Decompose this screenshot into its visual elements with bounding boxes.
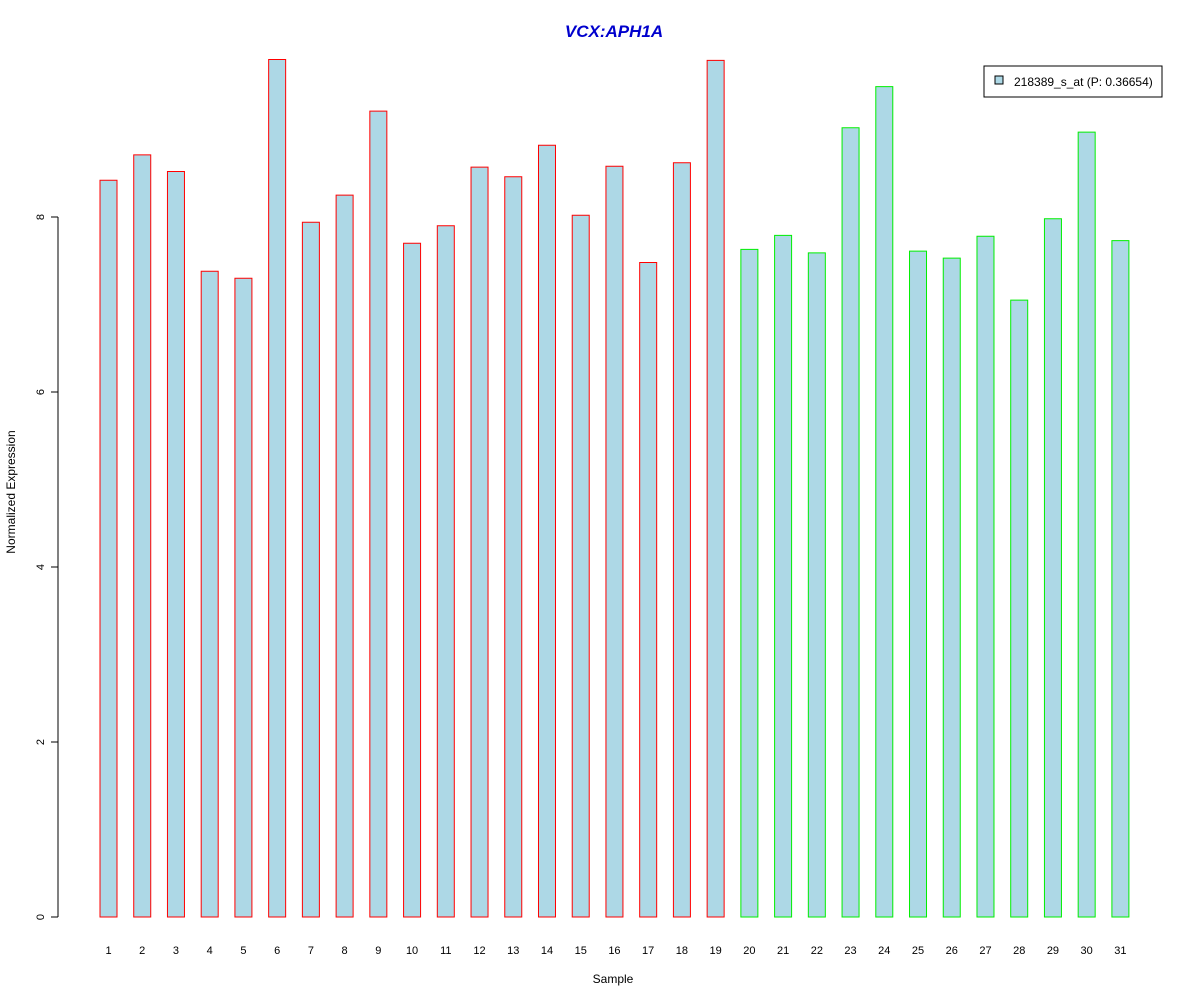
bar [470, 166, 489, 918]
bar [976, 235, 995, 918]
x-tick-label: 28 [1013, 945, 1025, 957]
bar [807, 252, 826, 918]
x-tick-label: 24 [878, 945, 890, 957]
x-tick-label: 31 [1114, 945, 1126, 957]
x-tick-label: 18 [676, 945, 688, 957]
x-tick-label: 29 [1047, 945, 1059, 957]
x-tick-label: 2 [139, 945, 145, 957]
bar [537, 144, 556, 918]
bar [1010, 299, 1029, 918]
bar [740, 248, 759, 918]
bar [1043, 218, 1062, 918]
bar [133, 154, 152, 918]
bar [301, 221, 320, 918]
x-tick-label: 16 [608, 945, 620, 957]
y-tick-label: 2 [35, 739, 47, 745]
bar [403, 242, 422, 918]
legend: 218389_s_at (P: 0.36654) [983, 65, 1163, 98]
bar [99, 179, 118, 918]
bar [504, 176, 523, 918]
bar [436, 225, 455, 918]
bar [942, 257, 961, 918]
bar [706, 59, 725, 918]
x-tick-label: 27 [979, 945, 991, 957]
y-axis: 0 2 4 6 8 [35, 214, 59, 920]
x-tick-label: 30 [1081, 945, 1093, 957]
y-tick-label: 8 [35, 214, 47, 220]
legend-box [983, 65, 1163, 98]
y-axis-label: Normalized Expression [4, 430, 18, 553]
bar [909, 250, 928, 918]
y-tick-label: 0 [35, 914, 47, 920]
bar [841, 127, 860, 918]
bar [605, 165, 624, 918]
bar [774, 234, 793, 918]
x-tick-label: 26 [946, 945, 958, 957]
x-tick-label: 20 [743, 945, 755, 957]
x-tick-label: 17 [642, 945, 654, 957]
x-tick-label: 14 [541, 945, 553, 957]
x-tick-label: 23 [844, 945, 856, 957]
x-tick-label: 21 [777, 945, 789, 957]
x-tick-label: 11 [440, 945, 451, 957]
bar [335, 194, 354, 918]
x-tick-label: 9 [375, 945, 381, 957]
x-axis-label: Sample [593, 972, 634, 986]
x-tick-label: 7 [308, 945, 314, 957]
bar [672, 162, 691, 918]
bar [1111, 240, 1130, 918]
x-axis-ticks: 1 2 3 4 5 6 7 8 9 10 11 12 13 14 15 16 17 18 19 20 21 22 23 24 2… [105, 945, 1126, 957]
bar [571, 214, 590, 918]
x-tick-label: 12 [473, 945, 485, 957]
bar [268, 59, 287, 918]
x-tick-label: 5 [240, 945, 246, 957]
y-tick-label: 4 [35, 564, 47, 570]
bar [166, 171, 185, 918]
bar [875, 86, 894, 918]
y-tick-label: 6 [35, 389, 47, 395]
x-tick-label: 1 [105, 945, 111, 957]
x-tick-label: 8 [342, 945, 348, 957]
legend-swatch [994, 75, 1004, 85]
legend-label: 218389_s_at (P: 0.36654) [1014, 75, 1153, 89]
bar [234, 277, 253, 918]
chart-title: VCX:APH1A [565, 22, 663, 41]
x-tick-label: 6 [274, 945, 280, 957]
x-tick-label: 22 [811, 945, 823, 957]
bar [1077, 131, 1096, 918]
bar [200, 270, 219, 918]
x-tick-label: 15 [575, 945, 587, 957]
bars [99, 59, 1130, 918]
x-tick-label: 4 [207, 945, 213, 957]
x-tick-label: 13 [507, 945, 519, 957]
x-tick-label: 19 [710, 945, 722, 957]
x-tick-label: 3 [173, 945, 179, 957]
bar [369, 110, 388, 918]
x-tick-label: 10 [406, 945, 418, 957]
x-tick-label: 25 [912, 945, 924, 957]
bar [639, 262, 658, 918]
